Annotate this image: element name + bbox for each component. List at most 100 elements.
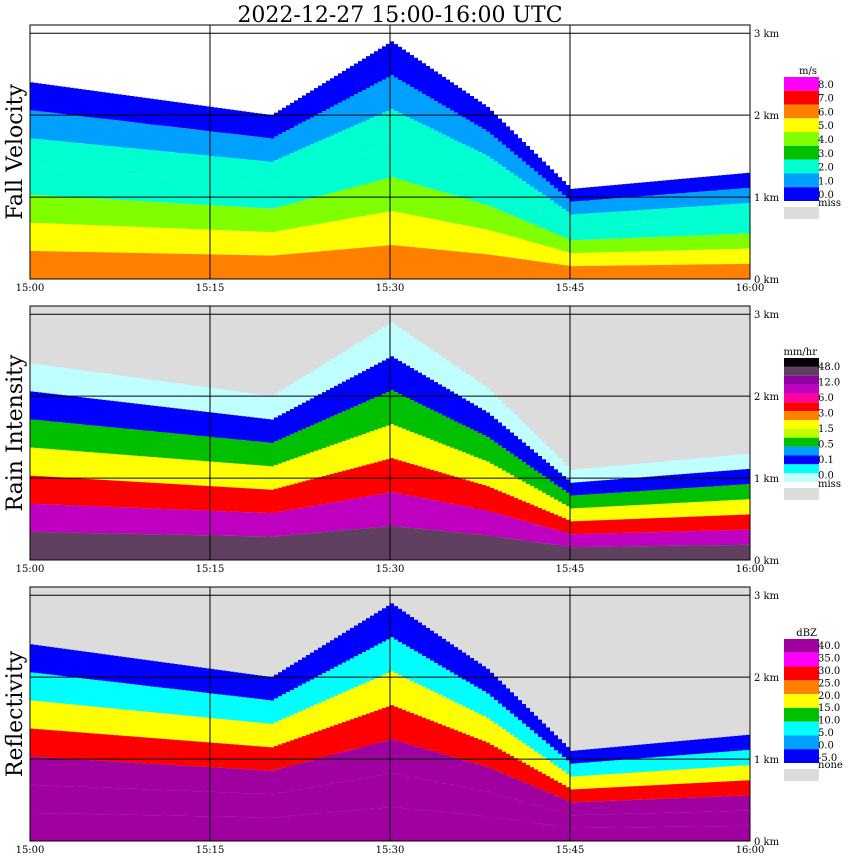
- data-band: [194, 741, 198, 767]
- data-band: [722, 175, 726, 190]
- data-band: [418, 466, 422, 498]
- data-band: [374, 494, 378, 528]
- data-band: [522, 723, 526, 744]
- data-band: [302, 402, 306, 429]
- data-band: [314, 224, 318, 252]
- data-band: [562, 462, 566, 477]
- data-band: [162, 713, 166, 739]
- data-band: [234, 391, 238, 416]
- data-band: [694, 250, 698, 265]
- legend-swatch: [784, 666, 819, 681]
- data-band: [350, 187, 354, 219]
- data-band: [690, 783, 694, 798]
- data-band: [654, 827, 658, 841]
- data-band: [102, 760, 106, 788]
- data-band: [286, 386, 290, 412]
- data-band: [206, 791, 210, 817]
- data-band: [126, 507, 130, 534]
- data-band: [162, 457, 166, 484]
- data-band: [358, 623, 362, 655]
- data-band: [158, 789, 162, 816]
- data-band: [238, 511, 242, 536]
- data-band: [106, 533, 110, 560]
- data-band: [558, 797, 562, 812]
- data-band: [442, 502, 446, 532]
- data-band: [494, 161, 498, 186]
- data-band: [610, 827, 614, 841]
- data-band: [110, 119, 114, 147]
- panel-ylabel: Fall Velocity: [3, 84, 28, 220]
- data-band: [390, 705, 394, 740]
- data-band: [202, 510, 206, 536]
- data-band: [518, 519, 522, 540]
- data-band: [722, 204, 726, 220]
- data-band: [206, 205, 210, 230]
- data-band: [450, 166, 454, 195]
- data-band: [646, 237, 650, 252]
- data-band: [674, 826, 678, 841]
- data-band: [146, 737, 150, 764]
- data-band: [594, 520, 598, 534]
- data-band: [330, 473, 334, 503]
- data-band: [150, 405, 154, 432]
- data-band: [686, 207, 690, 222]
- data-band: [666, 250, 670, 265]
- data-band: [602, 827, 606, 841]
- data-band: [226, 390, 230, 415]
- data-band: [522, 481, 526, 502]
- data-band: [214, 388, 218, 413]
- data-band: [306, 708, 310, 735]
- data-band: [298, 482, 302, 509]
- data-band: [434, 130, 438, 161]
- data-band: [50, 140, 54, 169]
- data-band: [526, 464, 530, 484]
- data-band: [410, 713, 414, 746]
- data-band: [738, 233, 742, 249]
- data-band: [558, 768, 562, 783]
- data-band: [430, 439, 434, 470]
- data-band: [374, 743, 378, 776]
- data-band: [198, 229, 202, 255]
- data-band: [374, 775, 378, 809]
- data-band: [166, 228, 170, 254]
- data-band: [38, 195, 42, 224]
- data-band: [530, 541, 534, 560]
- legend-missing-swatch: [784, 488, 819, 500]
- data-band: [414, 215, 418, 248]
- data-band: [350, 658, 354, 689]
- data-band: [94, 225, 98, 253]
- data-band: [222, 719, 226, 744]
- data-band: [126, 147, 130, 175]
- data-band: [570, 201, 574, 215]
- data-band: [234, 206, 238, 231]
- data-band: [498, 795, 502, 819]
- data-band: [326, 531, 330, 560]
- data-band: [134, 710, 138, 737]
- data-band: [134, 684, 138, 711]
- data-band: [614, 479, 618, 493]
- data-band: [150, 686, 154, 713]
- data-band: [450, 391, 454, 420]
- data-band: [714, 826, 718, 841]
- data-band: [474, 737, 478, 764]
- data-band: [626, 532, 630, 547]
- data-band: [226, 792, 230, 817]
- data-band: [650, 476, 654, 491]
- data-band: [118, 94, 122, 121]
- data-band: [658, 545, 662, 560]
- data-band: [82, 786, 86, 814]
- data-band: [42, 111, 46, 140]
- data-band: [418, 154, 422, 186]
- data-band: [594, 213, 598, 227]
- data-band: [322, 729, 326, 758]
- data-band: [58, 675, 62, 704]
- data-band: [174, 433, 178, 459]
- data-band: [522, 220, 526, 240]
- data-band: [302, 788, 306, 815]
- legend-label: 35.0: [818, 654, 840, 665]
- data-band: [614, 546, 618, 560]
- data-band: [306, 225, 310, 253]
- data-band: [514, 778, 518, 800]
- data-band: [94, 425, 98, 453]
- data-band: [606, 466, 610, 480]
